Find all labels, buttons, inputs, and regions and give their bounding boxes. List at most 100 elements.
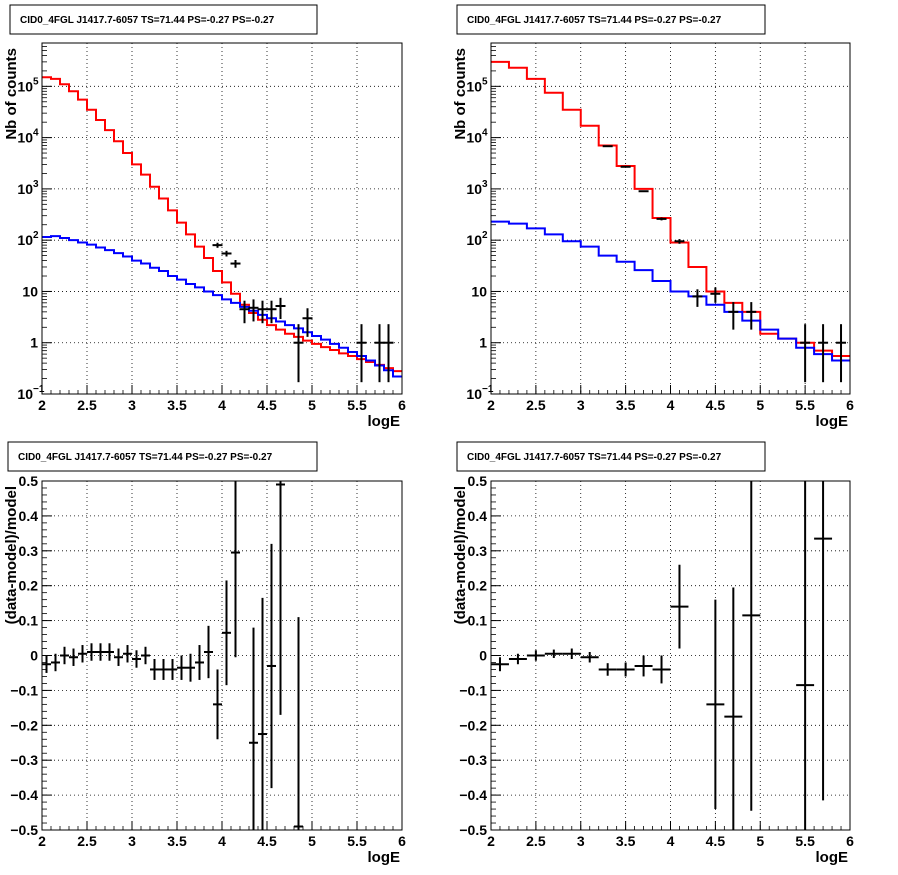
data-point [634,655,653,677]
x-tick-label: 2 [38,833,46,849]
data-point [258,597,267,830]
data-point [602,145,613,148]
x-tick-label: 4 [218,833,226,849]
y-tick-exponent: −1 [482,384,494,395]
y-tick-label: −0.5 [459,822,487,838]
x-tick-label: 4.5 [257,397,277,413]
x-tick-label: 3.5 [616,397,636,413]
data-point [231,481,240,658]
plot-frame [41,42,403,395]
data-point [177,655,186,680]
data-point [620,165,631,168]
data-point [800,324,811,383]
y-tick-label: −0.4 [10,787,38,803]
data-point [796,481,815,830]
data-point [616,662,635,677]
data-point [814,481,833,801]
data-point [51,653,60,672]
chart-panel-2: CID0_4FGL J1417.7-6057 TS=71.44 PS=-0.27… [452,4,854,430]
data-point [257,300,268,324]
x-tick-label: 3.5 [167,833,187,849]
histogram-series-2 [491,220,850,362]
title-box [9,4,318,35]
data-point [562,648,581,659]
x-tick-label: 5.5 [347,833,367,849]
x-tick-label: 4 [667,397,675,413]
data-point [818,324,829,383]
y-tick-label: 10 [466,130,482,146]
histogram-series-2 [42,235,402,378]
y-tick-label: 10 [466,78,482,94]
y-tick-exponent: 3 [33,179,39,190]
plot-frame [490,42,851,395]
data-point [356,324,367,383]
y-tick-label: 0.2 [468,578,488,594]
x-tick-label: 4.5 [706,397,726,413]
x-axis-label: logE [816,849,849,866]
y-tick-label: 0.3 [468,543,488,559]
chart-panel-3: CID0_4FGL J1417.7-6057 TS=71.44 PS=-0.27… [3,441,406,866]
data-point [78,645,87,663]
y-tick-label: 0.1 [19,613,39,629]
data-point [141,646,150,665]
y-tick-label: 10 [471,283,487,299]
data-point [670,564,689,649]
y-tick-label: −0.1 [10,682,38,698]
data-point [42,655,51,673]
chart-title: CID0_4FGL J1417.7-6057 TS=71.44 PS=-0.27… [18,452,273,463]
y-tick-label: 10 [466,386,482,402]
x-axis-label: logE [368,849,401,866]
x-tick-label: 2 [487,833,495,849]
data-point [114,648,123,666]
x-tick-label: 2.5 [77,833,97,849]
data-point [383,324,394,383]
data-point [598,663,617,676]
y-tick-label: 0 [30,648,38,664]
x-tick-label: 4.5 [706,833,726,849]
data-point [222,580,231,686]
title-box [7,441,318,472]
data-point [267,543,276,789]
y-tick-exponent: 5 [482,76,488,87]
data-point [302,308,313,337]
data-point [248,299,259,322]
y-tick-label: 0.2 [19,578,39,594]
data-point [580,652,599,663]
data-point [652,655,671,684]
x-tick-label: 6 [398,397,406,413]
y-axis-label: Nb of counts [452,48,469,140]
y-tick-label: 1 [479,335,487,351]
y-tick-exponent: 4 [482,128,488,139]
y-tick-exponent: 2 [33,230,39,241]
y-tick-label: −0.5 [10,822,38,838]
data-point [221,250,232,257]
y-tick-label: 0.1 [468,613,488,629]
data-point [491,657,509,672]
x-tick-label: 2 [38,397,46,413]
data-point [132,650,141,668]
y-tick-label: 0.3 [19,543,39,559]
x-tick-label: 5 [308,833,316,849]
y-tick-label: 0.4 [19,508,39,524]
data-point [96,643,105,661]
data-point [213,669,222,740]
data-point [656,217,667,221]
data-point [742,481,761,811]
chart-panel-1: CID0_4FGL J1417.7-6057 TS=71.44 PS=-0.27… [3,4,406,430]
title-box [456,441,766,472]
data-point [728,302,739,330]
y-tick-label: −0.4 [459,787,487,803]
y-tick-label: 0.4 [468,508,488,524]
data-point [168,658,177,680]
y-axis-label: (data-model)/model [3,486,20,624]
chart-title: CID0_4FGL J1417.7-6057 TS=71.44 PS=-0.27… [467,15,722,26]
data-point [230,260,241,268]
x-tick-label: 5.5 [795,833,815,849]
y-tick-label: 1 [30,335,38,351]
y-axis-label: (data-model)/model [452,486,469,624]
data-point [105,643,114,661]
data-point [724,587,743,830]
data-point [275,297,286,320]
x-tick-label: 4 [667,833,675,849]
